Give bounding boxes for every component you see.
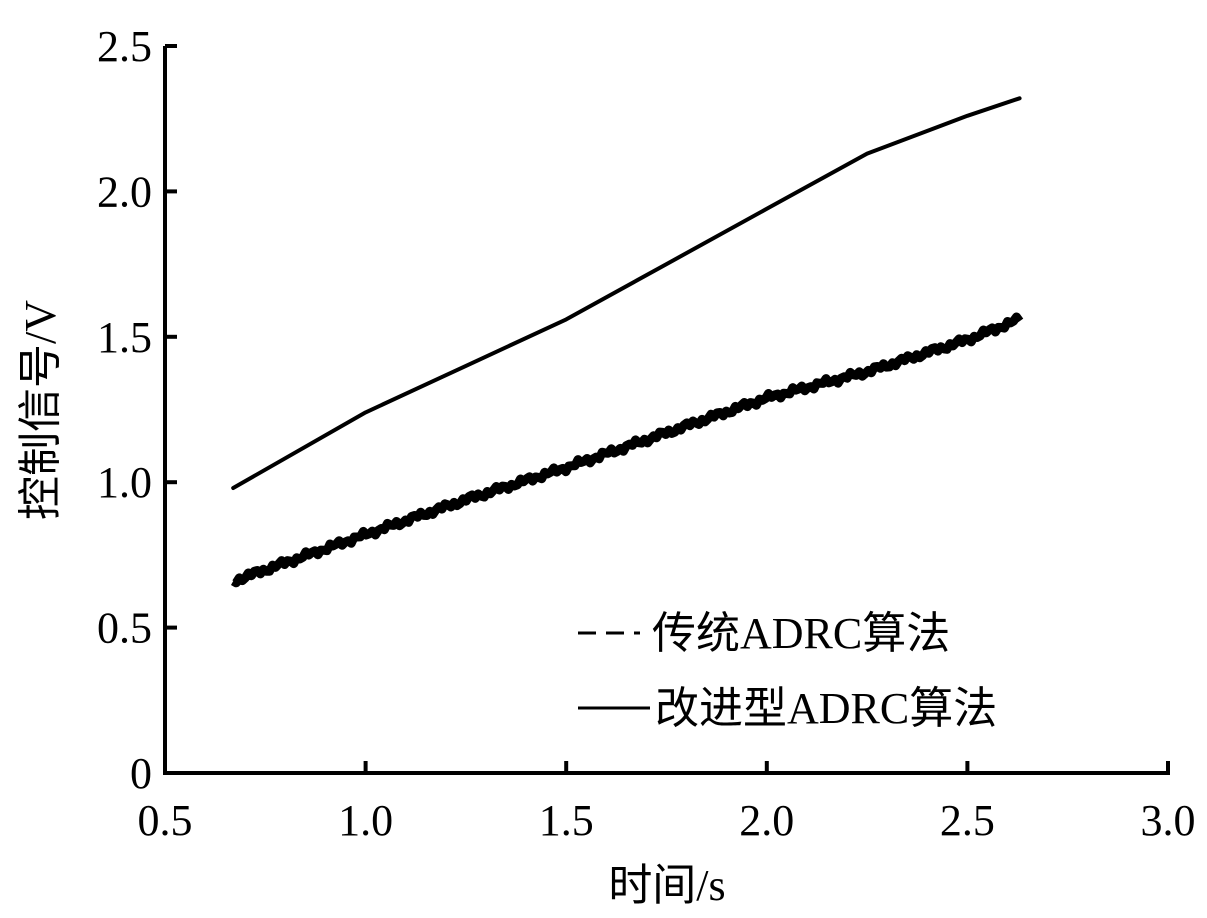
y-tick-label: 2.5	[97, 22, 152, 71]
x-tick-label: 2.0	[739, 796, 794, 845]
y-axis-title: 控制信号/V	[16, 300, 65, 520]
y-tick-label: 0.5	[97, 604, 152, 653]
y-ticks: 0 0.5 1.0 1.5 2.0 2.5	[97, 22, 177, 798]
legend-item-traditional: 传统ADRC算法	[578, 609, 950, 658]
y-tick-label: 2.0	[97, 167, 152, 216]
legend: 传统ADRC算法 改进型ADRC算法	[578, 609, 997, 733]
series-improved-adrc	[231, 96, 1022, 490]
axes	[163, 46, 1170, 775]
x-tick-label: 1.5	[539, 796, 594, 845]
x-ticks: 0.5 1.0 1.5 2.0 2.5 3.0	[138, 761, 1196, 845]
x-tick-label: 2.5	[940, 796, 995, 845]
x-axis-title: 时间/s	[608, 861, 725, 910]
x-tick-label: 0.5	[138, 796, 193, 845]
y-tick-label: 1.0	[97, 458, 152, 507]
x-tick-label: 1.0	[338, 796, 393, 845]
legend-label-traditional: 传统ADRC算法	[652, 609, 950, 658]
y-tick-label: 1.5	[97, 313, 152, 362]
y-tick-label: 0	[130, 749, 152, 798]
series-traditional-adrc	[230, 312, 1024, 588]
legend-label-improved: 改进型ADRC算法	[655, 684, 997, 733]
legend-item-improved: 改进型ADRC算法	[578, 684, 997, 733]
x-tick-label: 3.0	[1141, 796, 1196, 845]
series-layer	[230, 96, 1024, 588]
